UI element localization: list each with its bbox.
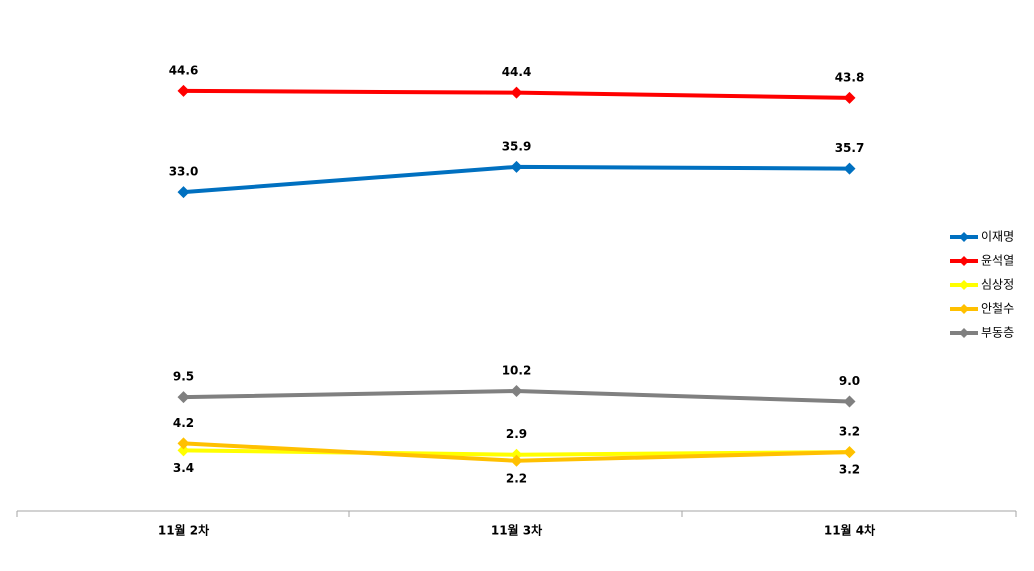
data-label: 35.7 — [835, 141, 865, 155]
data-label: 9.0 — [839, 374, 860, 388]
point-marker — [843, 446, 856, 459]
point-marker — [843, 395, 856, 408]
data-label: 4.2 — [173, 416, 194, 430]
point-marker — [843, 91, 856, 104]
legend-marker — [959, 304, 969, 314]
data-label: 44.6 — [169, 63, 199, 77]
legend-label: 심상정 — [981, 278, 1014, 292]
legend-label: 안철수 — [981, 302, 1014, 316]
point-marker — [510, 86, 523, 99]
legend-label: 부동층 — [981, 326, 1014, 340]
data-label: 10.2 — [502, 364, 532, 378]
data-label: 3.2 — [839, 425, 860, 439]
x-tick-label: 11월 4차 — [824, 523, 875, 538]
point-marker — [510, 385, 523, 398]
legend-marker — [959, 232, 969, 242]
data-label: 44.4 — [502, 65, 532, 79]
point-marker — [177, 84, 190, 97]
x-tick-label: 11월 3차 — [491, 523, 542, 538]
data-label: 2.2 — [506, 471, 527, 485]
legend-label: 이재명 — [981, 230, 1014, 244]
point-marker — [510, 448, 523, 461]
point-marker — [177, 391, 190, 404]
point-marker — [177, 444, 190, 457]
data-label: 2.9 — [506, 427, 527, 441]
point-marker — [177, 437, 190, 450]
data-label: 9.5 — [173, 370, 194, 384]
x-tick-label: 11월 2차 — [158, 523, 209, 538]
legend-marker — [959, 280, 969, 290]
legend-marker — [959, 256, 969, 266]
legend-marker — [959, 328, 969, 338]
data-label: 43.8 — [835, 70, 865, 84]
point-marker — [843, 162, 856, 175]
data-label: 3.2 — [839, 463, 860, 477]
data-label: 33.0 — [169, 165, 199, 179]
point-marker — [510, 160, 523, 173]
point-marker — [510, 454, 523, 467]
data-label: 35.9 — [502, 139, 532, 153]
data-label: 3.4 — [173, 461, 194, 475]
legend-label: 윤석열 — [981, 254, 1014, 268]
point-marker — [177, 186, 190, 199]
